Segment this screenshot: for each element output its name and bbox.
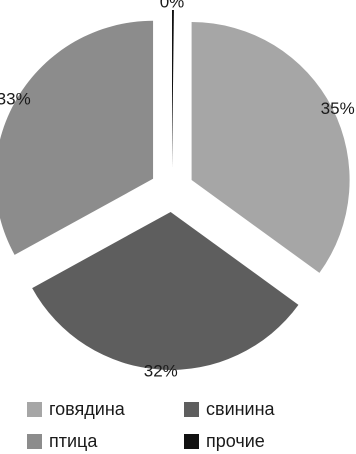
legend-item-poultry: птица (27, 431, 97, 452)
legend-swatch-pork (184, 402, 199, 417)
legend-label-pork: свинина (206, 399, 275, 419)
slice-poultry (0, 20, 154, 255)
legend-item-pork: свинина (184, 399, 275, 420)
slice-other (172, 10, 174, 168)
label-other: 0% (160, 0, 185, 12)
slice-beef (191, 22, 350, 273)
legend-swatch-beef (27, 402, 42, 417)
legend-item-beef: говядина (27, 399, 125, 420)
legend-swatch-other (184, 434, 199, 449)
legend-label-other: прочие (206, 431, 265, 451)
legend-label-beef: говядина (49, 399, 125, 419)
legend-swatch-poultry (27, 434, 42, 449)
label-beef: 35% (321, 99, 355, 118)
legend-label-poultry: птица (49, 431, 98, 451)
label-poultry: 33% (0, 89, 31, 108)
legend-item-other: прочие (184, 431, 265, 452)
label-pork: 32% (144, 362, 178, 381)
slice-pork (32, 211, 299, 370)
